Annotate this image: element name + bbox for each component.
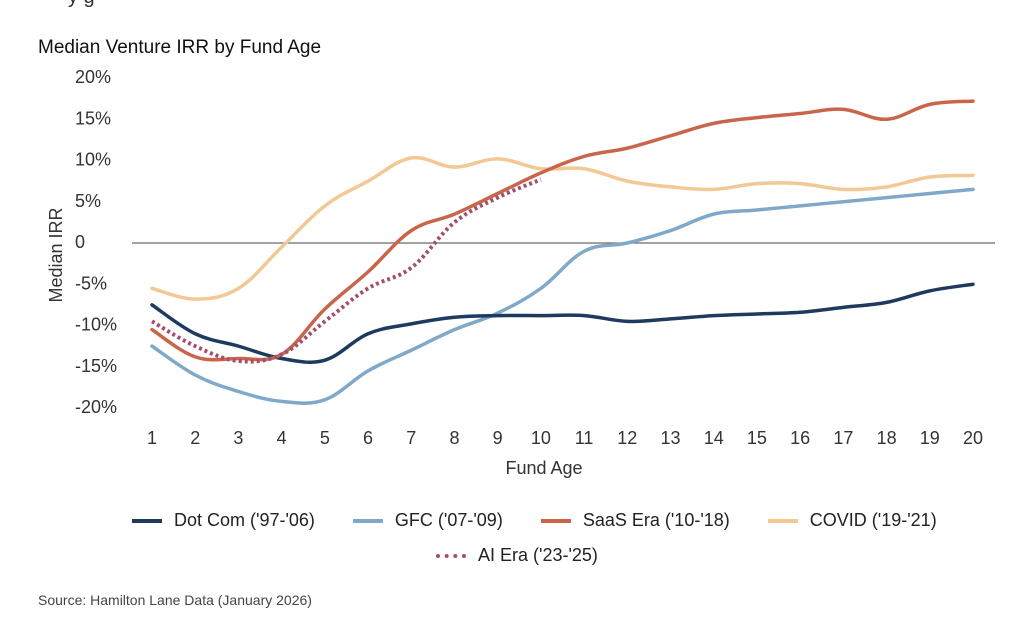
x-tick-label: 10 [531,428,551,448]
legend-swatch-saas [540,518,571,523]
x-tick-label: 5 [320,428,330,448]
x-tick-label: 15 [747,428,767,448]
x-tick-label: 6 [363,428,373,448]
legend-swatch-ai-era [436,553,466,558]
x-tick-label: 20 [963,428,983,448]
x-tick-label: 7 [406,428,416,448]
y-tick-label: -15% [75,356,117,376]
legend-label-saas: SaaS Era ('10-'18) [582,510,730,530]
x-tick-label: 11 [575,428,594,448]
series-line-gfc [150,187,975,405]
legend-swatch-covid [767,518,798,523]
x-tick-label: 8 [449,428,459,448]
legend-label-covid: COVID ('19-'21) [809,510,937,530]
chart-title: Median Venture IRR by Fund Age [38,37,322,58]
x-tick-label: 18 [877,428,897,448]
series-layer [150,99,975,405]
legend-row-2: AI Era ('23-'25) [436,545,626,566]
legend-item-gfc: GFC ('07-'09) [352,510,503,531]
legend-item-dot-com: Dot Com ('97-'06) [132,510,315,531]
x-tick-label: 3 [233,428,243,448]
y-axis-ticks: 20% 15% 10% 5% 0 -5% -10% -15% -20% [75,67,117,417]
x-tick-label: 4 [277,428,287,448]
y-tick-label: -20% [75,397,117,417]
y-tick-label: 5% [75,191,101,211]
y-tick-label: 15% [75,108,111,128]
legend-label-ai-era: AI Era ('23-'25) [478,545,598,565]
legend-label-dot-com: Dot Com ('97-'06) [174,510,315,530]
x-axis-ticks: 1 2 3 4 5 6 7 8 9 10 11 12 13 14 15 16 17 18 19 20 [147,428,983,448]
x-tick-label: 1 [147,428,157,448]
legend-swatch-gfc [352,518,383,523]
legend-item-covid: COVID ('19-'21) [767,510,937,531]
x-tick-label: 12 [617,428,637,448]
y-tick-label: -5% [75,273,107,293]
source-note: Source: Hamilton Lane Data (January 2026… [38,592,312,608]
legend-swatch-dot-com [132,518,162,523]
series-line-saas [150,99,975,362]
x-tick-label: 16 [790,428,810,448]
series-line-covid [150,155,975,301]
series-line-ai [151,177,542,364]
x-tick-label: 14 [704,428,724,448]
y-tick-label: -10% [75,315,117,335]
legend-item-saas: SaaS Era ('10-'18) [540,510,730,531]
y-tick-label: 0 [75,232,85,252]
cropped-heading-fragment: y g [68,0,95,10]
x-tick-label: 19 [920,428,940,448]
legend-label-gfc: GFC ('07-'09) [394,510,503,530]
y-tick-label: 10% [75,150,111,170]
y-axis-label: Median IRR [46,207,66,302]
x-tick-label: 17 [833,428,853,448]
x-tick-label: 2 [190,428,200,448]
legend-row-1: Dot Com ('97-'06) GFC ('07-'09) SaaS Era… [132,510,965,531]
x-axis-label: Fund Age [505,458,582,478]
y-tick-label: 20% [75,67,111,87]
series-line-dot [150,282,975,365]
legend-item-ai-era: AI Era ('23-'25) [436,545,598,566]
x-tick-label: 9 [493,428,503,448]
x-tick-label: 13 [661,428,681,448]
